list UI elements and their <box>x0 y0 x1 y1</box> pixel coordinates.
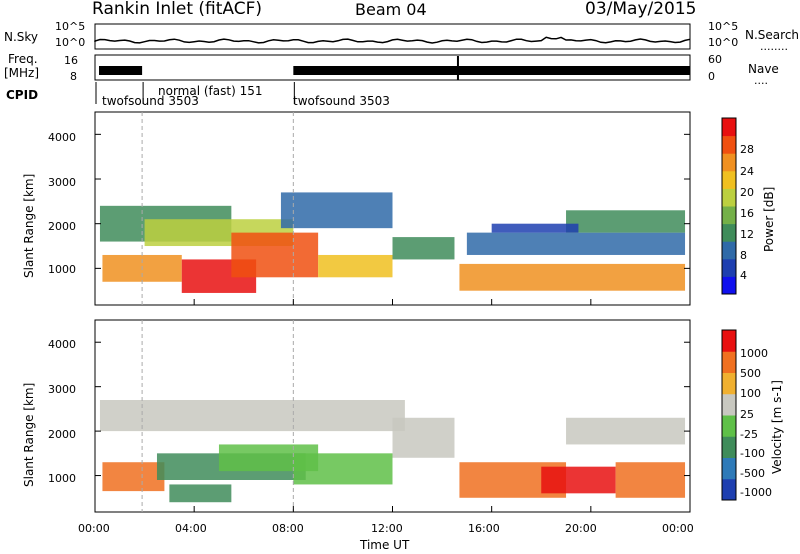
nave-linestyle: .... <box>754 74 768 87</box>
power-colorbar-swatch-5 <box>722 206 736 225</box>
power-colorbar-swatch-2 <box>722 258 736 277</box>
date-label: 03/May/2015 <box>585 0 697 19</box>
cpid-segment-3: twofsound 3503 <box>293 94 390 108</box>
velocity-ytick-4000: 4000 <box>48 338 76 351</box>
power-band-9 <box>459 263 686 291</box>
xtick-2: 08:00 <box>272 522 304 535</box>
power-cbar-tick-20: 20 <box>740 186 754 199</box>
noise-left-tick-top: 10^5 <box>55 20 86 33</box>
power-ytick-2000: 2000 <box>48 220 76 233</box>
velocity-band-2 <box>392 417 455 458</box>
power-cbar-tick-28: 28 <box>740 143 754 156</box>
velocity-colorbar-swatch-4 <box>722 415 736 437</box>
power-ytick-3000: 3000 <box>48 176 76 189</box>
beam-label: Beam 04 <box>355 0 427 19</box>
power-colorbar-swatch-1 <box>722 276 736 295</box>
velocity-colorbar-frame <box>721 329 737 501</box>
velocity-ytick-1000: 1000 <box>48 472 76 485</box>
nsky-label: N.Sky <box>4 30 39 44</box>
freq-left-tick-top: 16 <box>64 54 78 67</box>
freq-left-tick-bottom: 8 <box>70 70 77 83</box>
velocity-band-11 <box>615 462 686 498</box>
noise-trace <box>94 36 691 44</box>
cpid-segment-1: twofsound 3503 <box>102 94 199 108</box>
x-axis-title: Time UT <box>360 538 410 552</box>
power-band-5 <box>231 232 319 278</box>
velocity-band-7 <box>293 453 393 485</box>
noise-left-tick-bottom: 10^0 <box>55 36 86 49</box>
power-band-6 <box>318 254 393 278</box>
xtick-4: 16:00 <box>468 522 500 535</box>
power-band-10 <box>466 232 686 255</box>
velocity-ytick-3000: 3000 <box>48 383 76 396</box>
power-colorbar-swatch-3 <box>722 241 736 260</box>
power-colorbar-swatch-10 <box>722 118 736 137</box>
power-colorbar-swatch-4 <box>722 223 736 242</box>
velocity-colorbar-swatch-6 <box>722 372 736 395</box>
freq-label: Freq. <box>8 52 38 66</box>
nsearch-linestyle: ........ <box>760 40 788 53</box>
freq-spike <box>456 56 459 80</box>
power-colorbar-swatch-6 <box>722 188 736 207</box>
power-band-7 <box>280 192 393 229</box>
power-cbar-tick-16: 16 <box>740 207 754 220</box>
cpid-label: CPID <box>6 88 39 102</box>
power-cbar-tick-24: 24 <box>740 165 754 178</box>
velocity-colorbar-swatch-7 <box>722 351 736 373</box>
power-cbar-tick-12: 12 <box>740 228 754 241</box>
power-colorbar-swatch-9 <box>722 135 736 154</box>
freq-band-twofsound-2 <box>293 66 690 75</box>
power-ytick-1000: 1000 <box>48 263 76 276</box>
velocity-band-4 <box>102 462 165 492</box>
xtick-1: 04:00 <box>175 522 207 535</box>
power-colorbar-swatch-8 <box>722 153 736 172</box>
power-cbar-tick-4: 4 <box>740 269 747 282</box>
freq-right-tick-top: 60 <box>708 53 722 66</box>
velocity-colorbar-swatch-2 <box>722 457 736 480</box>
nsearch-label: N.Search <box>745 28 800 42</box>
xtick-6: 00:00 <box>662 522 694 535</box>
velocity-colorbar-swatch-8 <box>722 330 736 352</box>
velocity-band-1 <box>99 400 405 432</box>
vel-cbar-tick-500: 500 <box>740 367 761 380</box>
power-band-11 <box>566 210 686 233</box>
vel-cbar-tick-m25: -25 <box>740 428 758 441</box>
noise-strip-frame <box>94 23 691 50</box>
velocity-ytick-2000: 2000 <box>48 428 76 441</box>
vel-cbar-tick-25: 25 <box>740 408 754 421</box>
velocity-band-10 <box>541 466 616 494</box>
xtick-5: 20:00 <box>565 522 597 535</box>
velocity-colorbar-swatch-3 <box>722 436 736 458</box>
velocity-band-8 <box>169 484 232 503</box>
vel-cbar-tick-m1000: -1000 <box>740 486 772 499</box>
noise-right-tick-bottom: 10^0 <box>708 36 739 49</box>
velocity-colorbar-swatch-1 <box>722 478 736 501</box>
power-ytick-4000: 4000 <box>48 131 76 144</box>
vel-cbar-tick-100: 100 <box>740 387 761 400</box>
freq-right-tick-bottom: 0 <box>708 70 715 83</box>
vel-cbar-tick-m500: -500 <box>740 467 765 480</box>
freq-band-twofsound-1 <box>99 66 143 75</box>
vel-cbar-tick-1000: 1000 <box>740 347 768 360</box>
station-title: Rankin Inlet (fitACF) <box>92 0 263 19</box>
power-colorbar-swatch-7 <box>722 170 736 189</box>
xtick-0: 00:00 <box>78 522 110 535</box>
noise-right-tick-top: 10^5 <box>708 20 739 33</box>
nave-label: Nave <box>748 62 779 76</box>
xtick-3: 12:00 <box>371 522 403 535</box>
velocity-colorbar-swatch-5 <box>722 393 736 416</box>
power-band-12 <box>491 223 579 233</box>
freq-unit-label: [MHz] <box>4 66 40 80</box>
velocity-band-3 <box>566 417 686 445</box>
power-cbar-tick-8: 8 <box>740 249 747 262</box>
power-band-8 <box>392 237 455 260</box>
cpid-segment-2: normal (fast) 151 <box>158 84 263 98</box>
vel-cbar-tick-m100: -100 <box>740 447 765 460</box>
power-colorbar-frame <box>721 117 737 295</box>
